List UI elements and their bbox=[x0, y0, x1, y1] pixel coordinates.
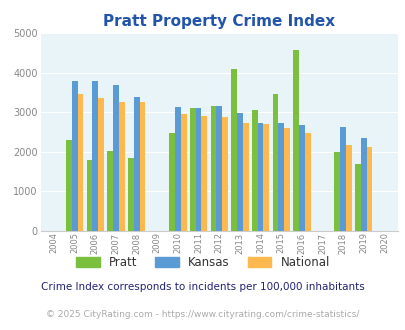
Bar bbox=[366, 147, 371, 231]
Bar bbox=[345, 145, 351, 231]
Bar bbox=[242, 123, 248, 231]
Bar bbox=[231, 69, 237, 231]
Bar bbox=[128, 158, 133, 231]
Bar bbox=[210, 106, 216, 231]
Bar bbox=[334, 152, 339, 231]
Bar bbox=[237, 113, 242, 231]
Bar bbox=[201, 116, 207, 231]
Bar bbox=[139, 102, 145, 231]
Bar bbox=[113, 85, 119, 231]
Bar bbox=[292, 50, 298, 231]
Text: Crime Index corresponds to incidents per 100,000 inhabitants: Crime Index corresponds to incidents per… bbox=[41, 282, 364, 292]
Bar bbox=[298, 125, 304, 231]
Bar bbox=[354, 164, 360, 231]
Bar bbox=[304, 133, 310, 231]
Bar bbox=[98, 98, 104, 231]
Bar bbox=[216, 106, 222, 231]
Bar bbox=[339, 127, 345, 231]
Bar bbox=[277, 123, 284, 231]
Bar bbox=[284, 128, 289, 231]
Title: Pratt Property Crime Index: Pratt Property Crime Index bbox=[103, 14, 335, 29]
Bar bbox=[251, 110, 257, 231]
Bar bbox=[175, 108, 180, 231]
Bar bbox=[190, 108, 195, 231]
Bar bbox=[133, 97, 139, 231]
Bar bbox=[72, 81, 77, 231]
Bar bbox=[195, 108, 201, 231]
Legend: Pratt, Kansas, National: Pratt, Kansas, National bbox=[70, 250, 335, 275]
Bar bbox=[92, 81, 98, 231]
Bar bbox=[263, 124, 269, 231]
Bar bbox=[360, 138, 366, 231]
Bar bbox=[86, 160, 92, 231]
Bar bbox=[257, 123, 263, 231]
Bar bbox=[180, 114, 186, 231]
Bar bbox=[119, 102, 124, 231]
Bar bbox=[169, 133, 175, 231]
Bar bbox=[107, 151, 113, 231]
Bar bbox=[222, 117, 227, 231]
Text: © 2025 CityRating.com - https://www.cityrating.com/crime-statistics/: © 2025 CityRating.com - https://www.city… bbox=[46, 310, 359, 319]
Bar bbox=[272, 94, 277, 231]
Bar bbox=[66, 140, 72, 231]
Bar bbox=[77, 94, 83, 231]
